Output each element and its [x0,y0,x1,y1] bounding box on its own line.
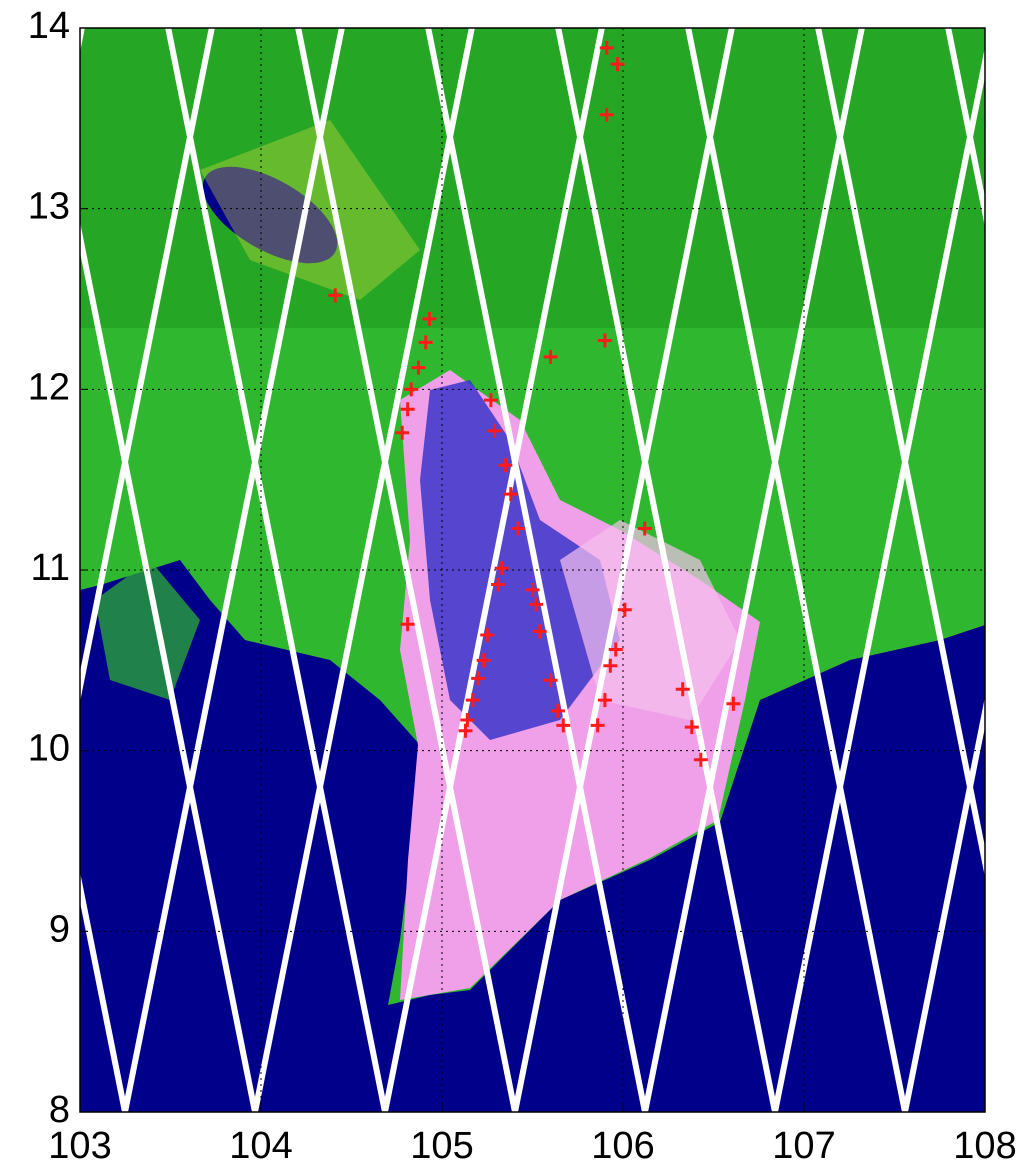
y-tick-label: 11 [31,547,70,589]
y-tick-label: 8 [49,1089,70,1131]
x-tick-label: 107 [772,1125,835,1167]
y-tick-label: 13 [28,186,70,228]
y-tick-label: 10 [28,728,70,770]
x-tick-label: 106 [591,1125,654,1167]
x-tick-label: 104 [229,1125,292,1167]
x-tick-label: 108 [953,1125,1016,1167]
map-image [0,28,1029,1112]
y-tick-label: 9 [49,908,70,950]
y-tick-label: 14 [28,5,70,47]
y-tick-label: 12 [28,366,70,408]
x-tick-label: 105 [410,1125,473,1167]
chart: 103 104 105 106 107 108 8 9 10 11 12 13 14 [0,0,1029,1176]
x-tick-label: 103 [48,1125,111,1167]
